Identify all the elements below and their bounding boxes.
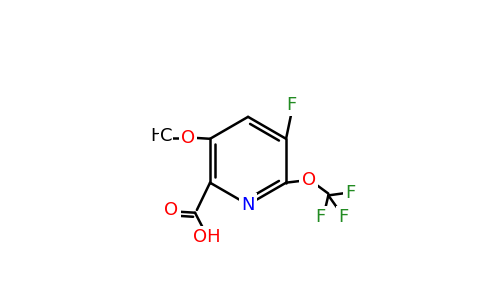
Text: F: F <box>287 96 297 114</box>
Text: O: O <box>165 201 179 219</box>
Text: N: N <box>242 196 255 214</box>
Text: 3: 3 <box>158 134 166 147</box>
Text: F: F <box>338 208 348 226</box>
Text: O: O <box>302 171 316 189</box>
Text: F: F <box>345 184 355 202</box>
Text: H: H <box>150 128 164 146</box>
Text: C: C <box>160 128 172 146</box>
Text: OH: OH <box>194 228 221 246</box>
Text: F: F <box>315 208 325 226</box>
Text: O: O <box>181 129 195 147</box>
